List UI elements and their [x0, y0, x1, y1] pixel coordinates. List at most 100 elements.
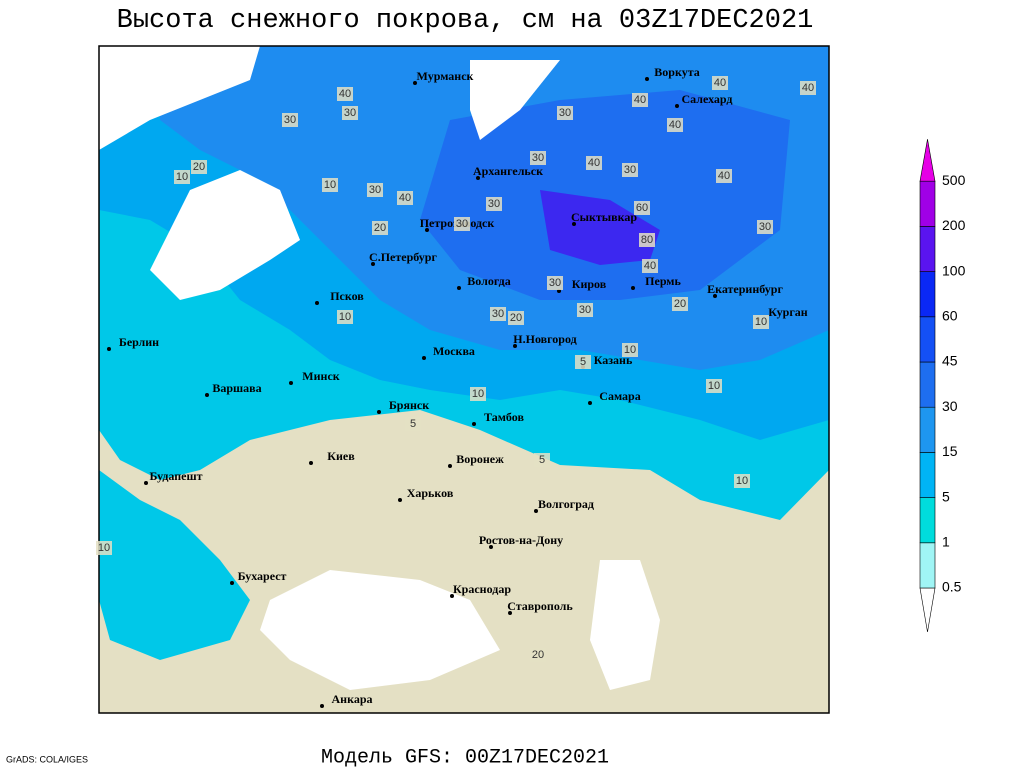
contour-label-box [405, 417, 421, 431]
city-label: Волгоград [538, 497, 594, 511]
contour-label-box [575, 355, 591, 369]
city-dot [144, 481, 148, 485]
contour-label: 40 [339, 88, 351, 100]
city-label: Бухарест [238, 569, 287, 583]
title: Высота снежного покрова, см на 03Z17DEC2… [117, 6, 814, 36]
contour-label: 40 [669, 119, 681, 131]
contour-label-box [716, 169, 732, 183]
legend-swatch [919, 139, 936, 182]
contour-label: 20 [193, 161, 205, 173]
contour-label: 60 [636, 202, 648, 214]
contour-label: 30 [624, 164, 636, 176]
city-label: Псков [330, 289, 364, 303]
city-label: Анкара [332, 692, 373, 706]
contour-label-box [672, 297, 688, 311]
city-label: Воркута [654, 65, 699, 79]
city-dot [588, 401, 592, 405]
legend-label: 30 [942, 398, 958, 414]
contour-label: 40 [714, 77, 726, 89]
city-label: Салехард [681, 92, 732, 106]
contour-label: 20 [510, 312, 522, 324]
credit: GrADS: COLA/IGES [6, 754, 88, 764]
snow-peak [540, 190, 660, 265]
legend-swatch [919, 497, 936, 544]
contour-label: 30 [549, 277, 561, 289]
contour-label-box [639, 233, 655, 247]
contour-label: 10 [472, 388, 484, 400]
legend-label: 45 [942, 353, 958, 369]
legend-label: 60 [942, 308, 958, 324]
contour-label-box [96, 541, 112, 555]
city-dot [513, 344, 517, 348]
city-label: Киров [572, 277, 607, 291]
city-label: Тамбов [484, 410, 524, 424]
city-label: С.Петербург [369, 250, 437, 264]
contour-label-box [367, 183, 383, 197]
city-label: Москва [433, 344, 475, 358]
contour-label-box [337, 310, 353, 324]
contour-label: 10 [98, 542, 110, 554]
city-label: Харьков [407, 486, 454, 500]
city-dot [476, 176, 480, 180]
contour-label: 5 [539, 454, 545, 466]
city-label: Н.Новгород [513, 332, 576, 346]
city-label: Пермь [645, 274, 681, 288]
city-dot [675, 104, 679, 108]
city-label: Будапешт [149, 469, 202, 483]
legend-swatch [919, 361, 936, 408]
contour-label-box [454, 217, 470, 231]
city-label: Мурманск [417, 69, 474, 83]
city-label: Минск [302, 369, 339, 383]
contour-label: 10 [736, 475, 748, 487]
contour-label-box [397, 191, 413, 205]
city-label: Варшава [212, 381, 261, 395]
city-label: Воронеж [456, 452, 504, 466]
city-label: Ростов-на-Дону [479, 533, 563, 547]
legend-swatch [919, 542, 936, 589]
city-dot [107, 347, 111, 351]
city-dot [413, 81, 417, 85]
contour-label-box [191, 160, 207, 174]
contour-label: 20 [532, 649, 544, 661]
city-dot [572, 222, 576, 226]
snow-balkans [99, 470, 250, 660]
city-label: Брянск [389, 398, 429, 412]
city-dot [534, 509, 538, 513]
city-label: Краснодар [453, 582, 511, 596]
city-label: Киев [327, 449, 355, 463]
city-dot [230, 581, 234, 585]
city-dot [508, 611, 512, 615]
contour-label: 10 [324, 179, 336, 191]
contour-label: 30 [532, 152, 544, 164]
contour-label-box [557, 106, 573, 120]
contour-label: 10 [339, 311, 351, 323]
contour-label: 30 [579, 304, 591, 316]
baltic-sea [150, 170, 300, 300]
city-label: Ставрополь [507, 599, 573, 613]
contour-label: 30 [559, 107, 571, 119]
footer: Модель GFS: 00Z17DEC2021 [321, 746, 609, 768]
contour-label: 80 [641, 234, 653, 246]
contour-label: 40 [588, 157, 600, 169]
contour-label-box [342, 106, 358, 120]
contour-label: 40 [644, 260, 656, 272]
contour-label: 30 [344, 107, 356, 119]
city-dot [450, 594, 454, 598]
city-dot [425, 228, 429, 232]
contour-label-box [622, 163, 638, 177]
city-dot [713, 294, 717, 298]
city-dot [377, 410, 381, 414]
contour-label: 5 [580, 356, 586, 368]
city-dot [472, 422, 476, 426]
snow-higher [420, 90, 790, 300]
city-label: Архангельск [473, 164, 543, 178]
contour-label-box [734, 474, 750, 488]
legend-swatch [919, 452, 936, 498]
caspian-sea [590, 560, 660, 690]
legend-swatch [919, 406, 936, 453]
contour-label: 10 [624, 344, 636, 356]
contour-label: 5 [410, 418, 416, 430]
contour-label: 20 [374, 222, 386, 234]
contour-label: 30 [488, 198, 500, 210]
